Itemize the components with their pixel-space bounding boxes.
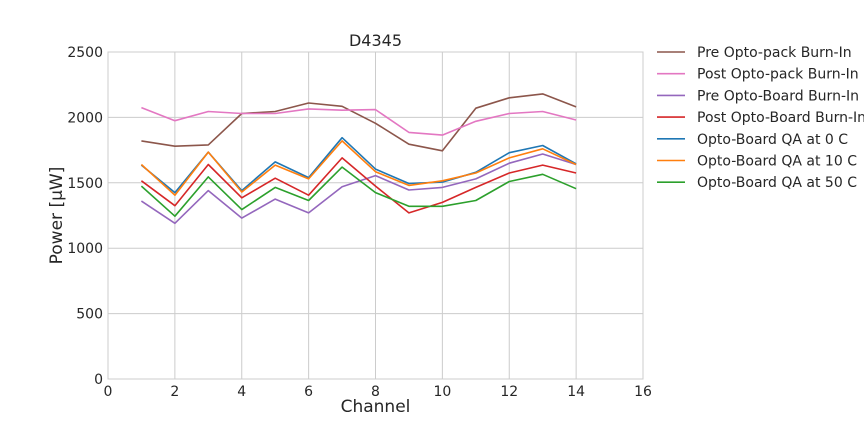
- legend: Pre Opto-pack Burn-In Post Opto-pack Burn…: [657, 45, 864, 191]
- legend-label: Pre Opto-pack Burn-In: [697, 45, 852, 61]
- series-line-7: [140, 166, 577, 217]
- x-tick-labels: 0 2 4 6 8 10 12 14 16: [104, 384, 652, 400]
- x-tick-label: 8: [371, 384, 380, 400]
- y-tick-label: 1500: [67, 176, 103, 192]
- legend-label: Opto-Board QA at 0 C: [697, 132, 848, 148]
- legend-entry: Post Opto-pack Burn-In: [657, 67, 859, 83]
- x-tick-label: 6: [304, 384, 313, 400]
- y-tick-labels: 0 500 1000 1500 2000 2500: [67, 45, 103, 388]
- x-tick-label: 4: [237, 384, 246, 400]
- legend-entry: Opto-Board QA at 10 C: [657, 154, 857, 170]
- legend-label: Opto-Board QA at 50 C: [697, 175, 857, 191]
- series-layer: [140, 93, 577, 225]
- y-tick-label: 0: [94, 372, 103, 388]
- x-tick-label: 10: [433, 384, 451, 400]
- legend-entry: Pre Opto-pack Burn-In: [657, 45, 852, 61]
- legend-entry: Opto-Board QA at 0 C: [657, 132, 848, 148]
- x-tick-label: 14: [567, 384, 585, 400]
- legend-label: Post Opto-pack Burn-In: [697, 67, 859, 83]
- plot-frame: [107, 51, 644, 380]
- x-tick-label: 2: [170, 384, 179, 400]
- legend-label: Post Opto-Board Burn-In: [697, 110, 864, 126]
- y-tick-label: 500: [76, 307, 103, 323]
- series-line-5: [140, 136, 577, 194]
- series-line-1: [141, 93, 577, 152]
- y-tick-label: 2000: [67, 110, 103, 126]
- legend-entry: Post Opto-Board Burn-In: [657, 110, 864, 126]
- x-tick-label: 12: [500, 384, 518, 400]
- x-tick-label: 16: [634, 384, 652, 400]
- legend-entry: Pre Opto-Board Burn-In: [657, 88, 859, 104]
- legend-entry: Opto-Board QA at 50 C: [657, 175, 857, 191]
- y-tick-label: 2500: [67, 45, 103, 61]
- y-axis-label: Power [μW]: [47, 167, 67, 265]
- legend-label: Opto-Board QA at 10 C: [697, 154, 857, 170]
- series-line-3: [140, 153, 577, 225]
- series-line-2: [141, 106, 577, 136]
- chart-title: D4345: [349, 31, 402, 50]
- series-line-4: [140, 157, 577, 214]
- legend-label: Pre Opto-Board Burn-In: [697, 88, 859, 104]
- y-tick-label: 1000: [67, 241, 103, 257]
- x-axis-label: Channel: [341, 397, 411, 417]
- series-line-6: [140, 140, 577, 196]
- x-tick-label: 0: [104, 384, 113, 400]
